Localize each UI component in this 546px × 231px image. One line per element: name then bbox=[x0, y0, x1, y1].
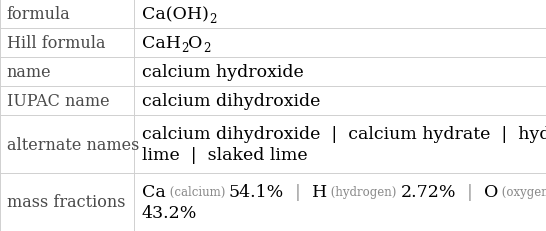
Text: O: O bbox=[188, 35, 203, 52]
Text: |: | bbox=[284, 183, 312, 200]
Text: 2: 2 bbox=[203, 42, 210, 55]
Text: 2.72%: 2.72% bbox=[400, 183, 456, 200]
Text: formula: formula bbox=[7, 6, 70, 23]
Text: 2: 2 bbox=[181, 42, 188, 55]
Text: H: H bbox=[312, 183, 327, 200]
Text: mass fractions: mass fractions bbox=[7, 194, 125, 211]
Text: CaH: CaH bbox=[142, 35, 181, 52]
Text: calcium dihydroxide: calcium dihydroxide bbox=[142, 93, 321, 109]
Text: 54.1%: 54.1% bbox=[229, 183, 284, 200]
Text: calcium dihydroxide  |  calcium hydrate  |  hydrated: calcium dihydroxide | calcium hydrate | … bbox=[142, 125, 546, 143]
Text: Ca(OH): Ca(OH) bbox=[142, 6, 209, 23]
Text: alternate names: alternate names bbox=[7, 136, 139, 153]
Text: IUPAC name: IUPAC name bbox=[7, 93, 109, 109]
Text: Ca: Ca bbox=[142, 183, 165, 200]
Text: 43.2%: 43.2% bbox=[142, 204, 197, 221]
Text: calcium hydroxide: calcium hydroxide bbox=[142, 64, 304, 81]
Text: 2: 2 bbox=[209, 13, 216, 26]
Text: (hydrogen): (hydrogen) bbox=[327, 185, 400, 198]
Text: (calcium): (calcium) bbox=[165, 185, 229, 198]
Text: (oxygen): (oxygen) bbox=[498, 185, 546, 198]
Text: Hill formula: Hill formula bbox=[7, 35, 105, 52]
Text: |: | bbox=[456, 183, 484, 200]
Text: lime  |  slaked lime: lime | slaked lime bbox=[142, 146, 307, 163]
Text: name: name bbox=[7, 64, 51, 81]
Text: O: O bbox=[484, 183, 498, 200]
